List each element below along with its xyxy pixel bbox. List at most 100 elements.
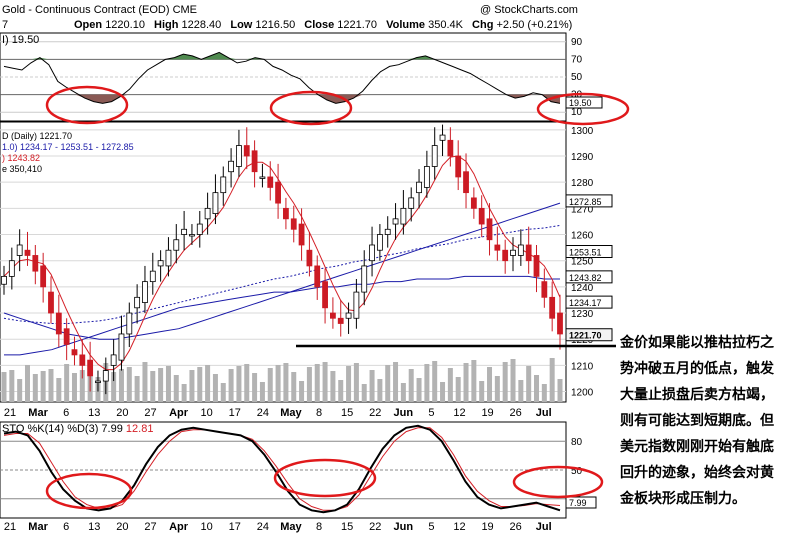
x-axis-bottom: 21 Mar 6 13 20 27 Apr 10 17 24 May 8 15 22 Jun 5 12 19 26 J… bbox=[4, 521, 552, 533]
price-tick-label: 1270 bbox=[571, 204, 594, 215]
candle-body bbox=[189, 234, 195, 237]
candle-body bbox=[541, 281, 548, 298]
candle-body bbox=[40, 265, 47, 288]
x-tick-label: 26 bbox=[510, 521, 522, 533]
volume-bar bbox=[56, 378, 62, 402]
x-tick-label: 8 bbox=[316, 521, 322, 533]
candle-body bbox=[423, 166, 430, 188]
ma2-legend: ) 1243.82 bbox=[2, 153, 40, 163]
volume-bar bbox=[48, 369, 54, 402]
price-tag-box bbox=[565, 295, 613, 309]
candle-body bbox=[298, 223, 305, 246]
candle-body bbox=[376, 234, 383, 251]
price-tag-box bbox=[565, 245, 613, 259]
candle-body bbox=[259, 176, 266, 179]
sto-legend: STO %K(14) %D(3) 7.99 12.81 bbox=[2, 423, 153, 435]
volume-bar bbox=[494, 376, 500, 402]
candle-body bbox=[251, 150, 258, 173]
volume-bar bbox=[118, 369, 124, 402]
price-tag-box bbox=[565, 194, 613, 208]
volume-bar bbox=[220, 383, 226, 402]
volume-bar bbox=[440, 382, 446, 402]
rsi-oversold-fill bbox=[75, 94, 560, 104]
candle-body bbox=[549, 296, 556, 319]
candle-body bbox=[79, 354, 86, 366]
volume-bar bbox=[24, 365, 30, 402]
x-tick-label: Jul bbox=[536, 407, 552, 419]
annotation-ellipse bbox=[536, 92, 630, 126]
x-tick-label: 8 bbox=[316, 407, 322, 419]
candle-body bbox=[48, 291, 54, 314]
volume-bar bbox=[502, 362, 508, 402]
rsi-tick-label: 10 bbox=[571, 107, 583, 118]
price-tick-label: 1230 bbox=[571, 309, 594, 320]
volume-bar bbox=[526, 366, 532, 402]
annotation-ellipse bbox=[273, 458, 377, 498]
candle-body bbox=[55, 312, 62, 335]
rsi-value-text: 19.50 bbox=[569, 98, 592, 108]
ma-legend: 1.0) 1234.17 - 1253.51 - 1272.85 bbox=[2, 142, 134, 152]
candle-body bbox=[126, 312, 133, 335]
volume-bar bbox=[173, 375, 179, 402]
volume-bar bbox=[479, 381, 485, 402]
volume-bar bbox=[377, 379, 383, 402]
candle-body bbox=[181, 228, 188, 235]
price-tag-label: 1272.85 bbox=[569, 197, 602, 207]
volume-bar bbox=[314, 364, 320, 402]
candle-body bbox=[8, 260, 15, 277]
x-tick-label: 24 bbox=[257, 521, 269, 533]
volume-bar bbox=[534, 375, 540, 402]
price-tag-box bbox=[565, 328, 613, 342]
volume-bar bbox=[432, 361, 438, 402]
volume-bar bbox=[557, 379, 563, 402]
volume-bar bbox=[541, 384, 547, 402]
x-tick-label: Apr bbox=[169, 407, 189, 419]
candle-body bbox=[361, 265, 368, 293]
price-tag-label: 1221.70 bbox=[569, 331, 602, 341]
candle-body bbox=[525, 244, 532, 262]
annotation-line: 美元指数刚刚开始有触底 bbox=[620, 439, 774, 455]
candle-body bbox=[306, 249, 313, 267]
volume-bar bbox=[424, 364, 430, 402]
x-tick-label: Jun bbox=[394, 521, 414, 533]
rsi-tick-label: 50 bbox=[571, 72, 583, 83]
candle-body bbox=[400, 207, 407, 225]
price-tick-label: 1280 bbox=[571, 178, 594, 189]
volume-bar bbox=[416, 378, 422, 402]
volume-bar bbox=[142, 362, 148, 402]
volume-bar bbox=[369, 370, 375, 402]
volume-bar bbox=[353, 363, 359, 402]
volume-bar bbox=[64, 364, 70, 402]
volume-bar bbox=[158, 368, 164, 402]
rsi-line bbox=[3, 51, 561, 104]
price-tick-label: 1290 bbox=[571, 152, 594, 163]
price-tick-label: 1300 bbox=[571, 126, 594, 137]
x-tick-label: Apr bbox=[169, 521, 189, 533]
candle-body bbox=[283, 207, 289, 220]
x-tick-label: 15 bbox=[341, 521, 353, 533]
volume-bar bbox=[40, 371, 46, 402]
candle-body bbox=[196, 223, 203, 235]
price-tag-box bbox=[565, 270, 613, 284]
x-tick-label: 5 bbox=[428, 521, 434, 533]
volume-bar bbox=[471, 360, 477, 402]
annotation-ellipse bbox=[269, 90, 353, 126]
annotation-ellipse bbox=[45, 85, 129, 125]
candle-body bbox=[142, 281, 148, 303]
candle-body bbox=[439, 134, 446, 141]
sto-value-text: 7.99 bbox=[569, 498, 587, 508]
chart-title: Gold - Continuous Contract (EOD) CME bbox=[2, 4, 197, 16]
candle-body bbox=[470, 197, 477, 209]
x-tick-label: 15 bbox=[341, 407, 353, 419]
price-tag-label: 1253.51 bbox=[569, 248, 602, 258]
x-tick-label: 22 bbox=[369, 521, 381, 533]
volume-legend: e 350,410 bbox=[2, 164, 42, 174]
candle-body bbox=[228, 160, 234, 173]
annotation-line: 势冲破五月的低点，触发 bbox=[620, 361, 774, 377]
candle-body bbox=[290, 218, 297, 230]
volume-bar bbox=[510, 359, 516, 402]
volume-bar bbox=[32, 374, 38, 402]
rsi-value-tag bbox=[565, 96, 603, 109]
